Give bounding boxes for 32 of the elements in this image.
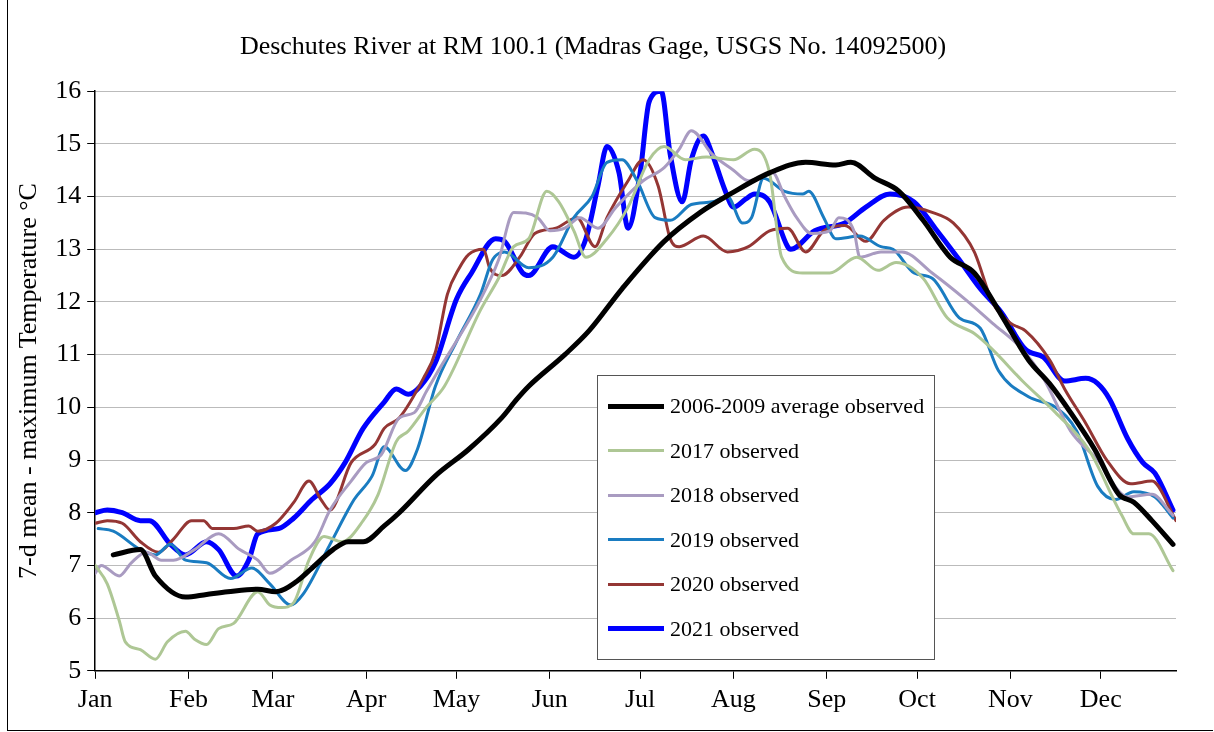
y-tick-label: 5 <box>68 654 82 684</box>
x-tick-label: Jun <box>531 684 568 714</box>
legend-label: 2006-2009 average observed <box>670 393 925 420</box>
y-tick-label: 10 <box>55 391 82 421</box>
legend-label: 2021 observed <box>670 615 799 642</box>
x-tick-label: Apr <box>345 684 387 714</box>
x-tick-label: May <box>432 684 481 714</box>
y-tick-label: 13 <box>55 233 82 263</box>
legend-label: 2019 observed <box>670 526 799 553</box>
y-tick-label: 6 <box>68 601 82 631</box>
legend-label: 2020 observed <box>670 571 799 598</box>
y-tick-label: 15 <box>55 127 82 157</box>
chart-title: Deschutes River at RM 100.1 (Madras Gage, USGS No. 14092500) <box>239 31 947 61</box>
x-tick-label: Sep <box>807 684 847 714</box>
x-tick-label: Jul <box>624 684 656 714</box>
legend-label: 2017 observed <box>670 437 799 464</box>
x-tick-label: Nov <box>988 684 1033 714</box>
y-tick-label: 14 <box>55 180 82 210</box>
y-tick-label: 12 <box>55 285 82 315</box>
x-tick-label: Jan <box>77 684 113 714</box>
legend-label: 2018 observed <box>670 482 799 509</box>
y-tick-label: 16 <box>55 75 82 105</box>
y-tick-label: 7 <box>68 549 82 579</box>
x-tick-label: Aug <box>711 684 756 714</box>
x-tick-label: Feb <box>169 684 209 714</box>
y-axis-title: 7-d mean - maximum Temperature °C <box>13 183 43 579</box>
x-tick-label: Mar <box>251 684 295 714</box>
y-tick-label: 8 <box>68 496 82 526</box>
y-tick-label: 9 <box>68 443 82 473</box>
x-tick-label: Dec <box>1079 684 1122 714</box>
x-tick-label: Oct <box>898 684 937 714</box>
y-tick-label: 11 <box>56 338 82 368</box>
